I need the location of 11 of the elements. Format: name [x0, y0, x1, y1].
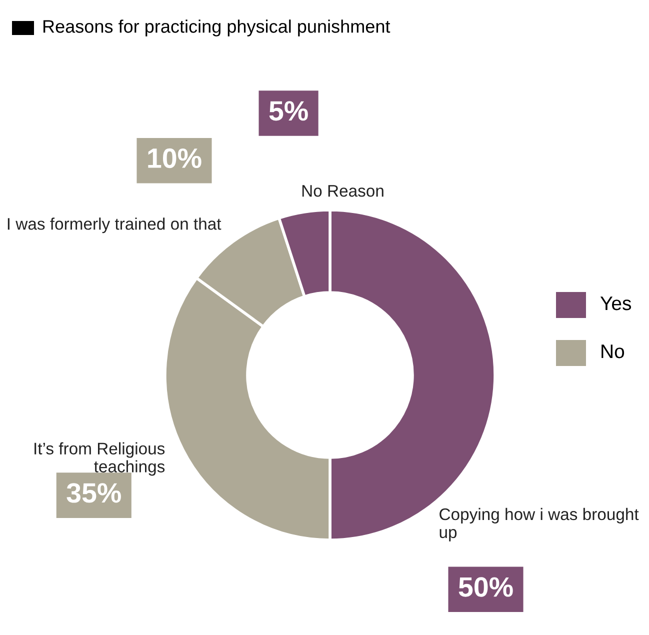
data-label: 5% — [269, 101, 308, 121]
text: Yes — [600, 296, 632, 310]
slice-label: I was formerly trained on that — [8, 218, 222, 234]
data-label: 10% — [148, 148, 202, 168]
text: No — [602, 344, 624, 358]
data-label: 35% — [66, 483, 121, 503]
data-label: 50% — [458, 577, 513, 597]
slice-label: Copying how i was brought up — [440, 508, 639, 542]
chart-title: Reasons for practicing physical punishment — [43, 20, 390, 36]
slice-label: No Reason — [302, 185, 384, 197]
slice-label: It’s from Religious teachings — [34, 442, 165, 476]
